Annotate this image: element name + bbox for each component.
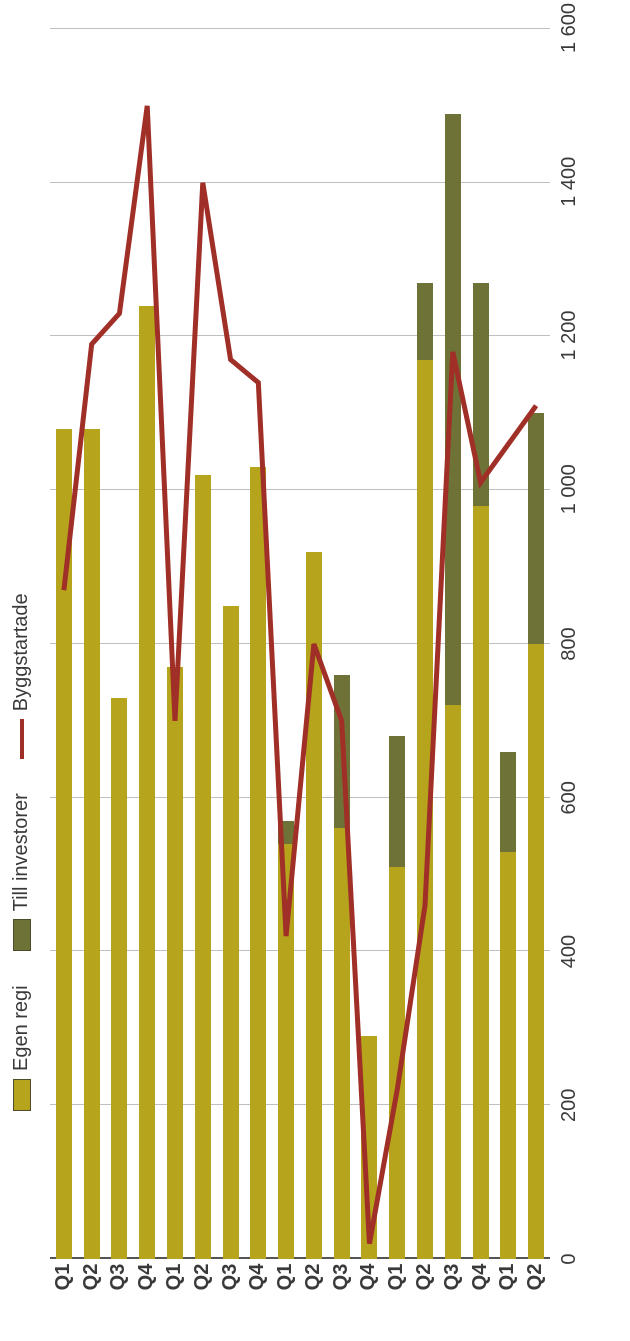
category-label: Q2 [191, 1264, 214, 1291]
y-tick-label: 400 [558, 928, 581, 976]
y-tick-label: 0 [558, 1235, 581, 1283]
category-label: Q2 [413, 1264, 436, 1291]
legend-label: Egen regi [10, 985, 32, 1071]
y-tick-label: 200 [558, 1081, 581, 1129]
y-tick-label: 800 [558, 620, 581, 668]
legend-item: Egen regi [10, 985, 33, 1111]
category-label: Q2 [80, 1264, 103, 1291]
line-series [50, 29, 550, 1259]
legend-line-swatch [20, 719, 24, 759]
y-tick-label: 1 400 [558, 159, 581, 207]
legend-label: Till investorer [10, 793, 32, 911]
category-label: Q2 [302, 1264, 325, 1291]
legend-swatch [13, 1079, 31, 1111]
y-tick-label: 600 [558, 774, 581, 822]
category-label: Q3 [107, 1264, 130, 1291]
legend-label: Byggstartade [10, 593, 32, 711]
rotated-stage: Egen regiTill investorerByggstartade 020… [0, 0, 630, 1341]
y-tick-label: 1 600 [558, 5, 581, 53]
category-label: Q1 [385, 1264, 408, 1291]
category-label: Q4 [357, 1264, 380, 1291]
category-label: Q3 [330, 1264, 353, 1291]
category-label: Q1 [52, 1264, 75, 1291]
category-label: Q3 [219, 1264, 242, 1291]
category-label: Q1 [496, 1264, 519, 1291]
category-label: Q4 [135, 1264, 158, 1291]
legend: Egen regi Till investorer Byggstartade [10, 593, 33, 1111]
legend-swatch [13, 919, 31, 951]
category-label: Q4 [469, 1264, 492, 1291]
y-tick-label: 1 200 [558, 313, 581, 361]
category-label: Q3 [441, 1264, 464, 1291]
legend-item: Till investorer [10, 793, 33, 951]
y-tick-label: 1 000 [558, 466, 581, 514]
legend-item: Byggstartade [10, 593, 33, 759]
category-label: Q1 [163, 1264, 186, 1291]
category-label: Q2 [524, 1264, 547, 1291]
category-label: Q4 [246, 1264, 269, 1291]
plot-area: 02004006008001 0001 2001 4001 600Q1Q2Q3Q… [50, 29, 550, 1259]
category-label: Q1 [274, 1264, 297, 1291]
